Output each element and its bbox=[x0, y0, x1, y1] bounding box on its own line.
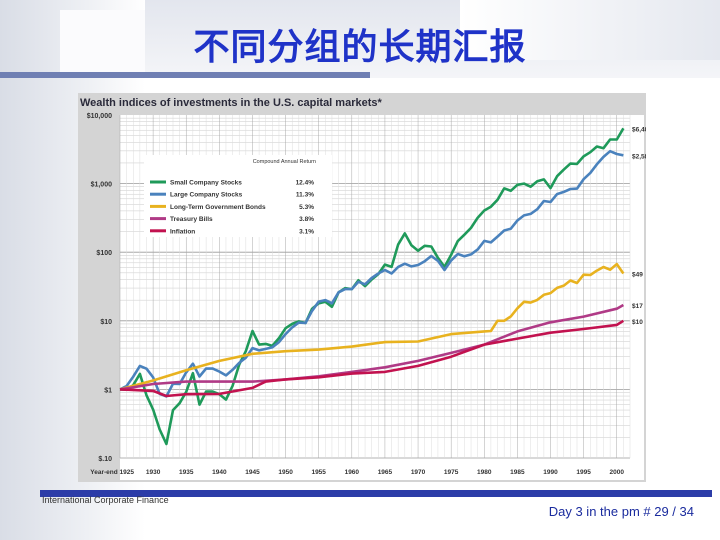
x-tick-label: 1930 bbox=[146, 469, 161, 476]
x-tick-label: 1950 bbox=[278, 469, 293, 476]
x-tick-label: 1990 bbox=[543, 469, 558, 476]
series-end-label: $2,587 bbox=[632, 153, 646, 160]
footer-course-name: International Corporate Finance bbox=[42, 495, 169, 505]
chart-title: Wealth indices of investments in the U.S… bbox=[80, 97, 382, 109]
x-tick-label: 1935 bbox=[179, 469, 194, 476]
wealth-index-chart: Wealth indices of investments in the U.S… bbox=[78, 93, 652, 482]
x-axis: Year-end 1925 1930 1935 1940 1945 1950 1955 196… bbox=[90, 469, 624, 476]
y-axis: $10,000 $1,000 $100 $10 $1 $.10 bbox=[87, 113, 112, 463]
legend-series-return: 3.1% bbox=[299, 228, 314, 235]
legend-series-name: Large Company Stocks bbox=[170, 192, 243, 199]
header-band-right bbox=[460, 0, 720, 60]
legend-series-name: Long-Term Government Bonds bbox=[170, 204, 266, 211]
legend-series-return: 12.4% bbox=[296, 180, 315, 187]
legend-series-return: 5.3% bbox=[299, 204, 314, 211]
x-tick-label: Year-end 1925 bbox=[90, 469, 134, 476]
x-tick-label: 1995 bbox=[576, 469, 591, 476]
x-tick-label: 1960 bbox=[345, 469, 360, 476]
series-end-label: $10 bbox=[632, 319, 643, 326]
legend-series-return: 11.3% bbox=[296, 192, 314, 199]
x-tick-label: 1980 bbox=[477, 469, 492, 476]
title-underline-bar bbox=[0, 72, 370, 78]
y-tick-label: $.10 bbox=[98, 456, 112, 463]
series-lines bbox=[119, 127, 625, 446]
series-end-labels: $6,402 $2,587 $49 $17 $10 bbox=[632, 126, 652, 326]
series-line bbox=[119, 303, 625, 391]
x-tick-label: 1955 bbox=[311, 469, 326, 476]
series-line bbox=[119, 149, 624, 398]
y-tick-label: $10,000 bbox=[87, 113, 112, 120]
title-decoration-box bbox=[60, 10, 145, 76]
y-tick-label: $1 bbox=[104, 387, 112, 394]
x-tick-label: 1945 bbox=[245, 469, 260, 476]
legend-box bbox=[144, 155, 332, 237]
footer-bar bbox=[40, 490, 712, 497]
series-line bbox=[119, 262, 625, 391]
series-end-label: $6,402 bbox=[632, 126, 646, 133]
x-tick-label: 2000 bbox=[610, 469, 625, 476]
x-tick-label: 1965 bbox=[378, 469, 393, 476]
slide-title: 不同分组的长期汇报 bbox=[193, 27, 527, 68]
series-line bbox=[119, 319, 625, 398]
y-tick-label: $1,000 bbox=[91, 182, 113, 189]
series-end-label: $17 bbox=[632, 303, 643, 310]
legend-series-name: Inflation bbox=[170, 228, 195, 235]
legend-header: Compound Annual Return bbox=[253, 159, 316, 165]
chart-container: Wealth indices of investments in the U.S… bbox=[78, 93, 652, 482]
series-end-label: $49 bbox=[632, 271, 643, 278]
y-tick-label: $100 bbox=[96, 250, 112, 257]
chart-legend: Compound Annual Return Small Company Stoc… bbox=[144, 155, 332, 237]
x-tick-label: 1985 bbox=[510, 469, 525, 476]
x-tick-label: 1970 bbox=[411, 469, 426, 476]
chart-grid bbox=[119, 115, 631, 459]
legend-series-return: 3.8% bbox=[299, 216, 314, 223]
y-tick-label: $10 bbox=[100, 319, 112, 326]
legend-series-name: Small Company Stocks bbox=[170, 180, 242, 187]
footer-page-number: Day 3 in the pm # 29 / 34 bbox=[548, 504, 694, 519]
x-tick-label: 1940 bbox=[212, 469, 227, 476]
legend-series-name: Treasury Bills bbox=[170, 216, 213, 223]
x-tick-label: 1975 bbox=[444, 469, 459, 476]
